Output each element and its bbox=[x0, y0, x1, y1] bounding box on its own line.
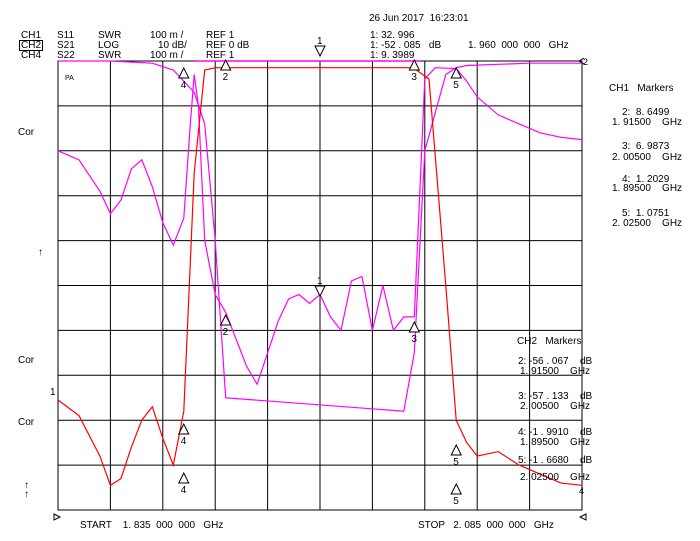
marker-triangle bbox=[450, 482, 463, 495]
active-marker-line2: 1: -52 . 085 dB bbox=[370, 40, 442, 51]
marker-label: 4 bbox=[181, 80, 187, 91]
marker-label: 1 bbox=[317, 36, 323, 47]
up-arrow-icon: ↑ bbox=[24, 489, 29, 500]
cor-label-2: Cor bbox=[18, 355, 35, 366]
channel-format: SWR bbox=[98, 30, 122, 41]
ch1-marker-4-freq: 1. 89500 GHz bbox=[612, 183, 683, 194]
marker-triangle bbox=[408, 320, 421, 333]
marker-triangle bbox=[450, 66, 463, 79]
start-reference-arrow bbox=[53, 513, 62, 521]
stop-reference-arrow bbox=[578, 513, 587, 521]
ch2-marker-3-freq: 2. 00500 GHz bbox=[520, 401, 591, 412]
trace-1 bbox=[57, 67, 583, 386]
channel-scale: 100 m / bbox=[150, 30, 184, 41]
ch1-marker-3-freq: 2. 00500 GHz bbox=[612, 152, 683, 163]
channel-scale: 100 m / bbox=[150, 50, 184, 61]
ch2-marker-2-freq: 1. 91500 GHz bbox=[520, 366, 591, 377]
active-marker-line3: 1: 9. 3989 bbox=[370, 50, 415, 61]
marker-triangle bbox=[177, 422, 190, 435]
marker-label: 5 bbox=[453, 457, 459, 468]
channel-label-active[interactable]: CH2 bbox=[19, 40, 44, 51]
ref-level-arrow bbox=[578, 57, 585, 65]
pa-label: PA bbox=[65, 75, 74, 82]
channel-param: S11 bbox=[57, 30, 75, 41]
channel-ref: REF 1 bbox=[206, 50, 235, 61]
start-frequency: START 1. 835 000 000 GHz bbox=[80, 520, 224, 531]
marker-triangle bbox=[314, 285, 326, 298]
marker-label: 2 bbox=[223, 72, 229, 83]
marker-label: 5 bbox=[453, 80, 459, 91]
ch1-marker-4-value: 4: 1. 2029 bbox=[622, 174, 670, 185]
marker-triangle bbox=[408, 58, 421, 71]
marker-label: 3 bbox=[411, 72, 417, 83]
marker-label: 2 bbox=[223, 327, 229, 338]
ch2-marker-2-unit: dB bbox=[580, 356, 593, 367]
ch2-marker-5-value: 5: -1 . 6680 bbox=[518, 455, 569, 466]
channel-label[interactable]: CH1 bbox=[21, 30, 42, 41]
channel-param: S21 bbox=[57, 40, 75, 51]
channel-scale: 10 dB/ bbox=[158, 40, 187, 51]
marker-label: 4 bbox=[181, 485, 187, 496]
channel-ref: REF 1 bbox=[206, 30, 235, 41]
ch2-marker-3-value: 3: -57 . 133 bbox=[518, 391, 569, 402]
stop-frequency: STOP 2. 085 000 000 GHz bbox=[418, 520, 554, 531]
marker-label: 5 bbox=[453, 496, 459, 507]
ch1-marker-2-freq: 1. 91500 GHz bbox=[612, 117, 683, 128]
channel-param: S22 bbox=[57, 50, 75, 61]
ch2-marker-3-unit: dB bbox=[580, 391, 593, 402]
cor-label-1: Cor bbox=[18, 127, 35, 138]
marker-triangle bbox=[177, 66, 190, 79]
channel-label[interactable]: CH4 bbox=[21, 50, 42, 61]
trace-3 bbox=[57, 67, 583, 487]
ch2-marker-4-unit: dB bbox=[580, 427, 593, 438]
active-marker-freq: 1. 960 000 000 GHz bbox=[468, 40, 569, 51]
active-marker-line1: 1: 32. 996 bbox=[370, 30, 415, 41]
ch1-marker-5-value: 5: 1. 0751 bbox=[622, 208, 670, 219]
marker-triangle bbox=[219, 58, 232, 71]
ch2-markers-title: CH2 Markers bbox=[517, 336, 582, 347]
marker-label: 1 bbox=[317, 276, 323, 287]
ch2-marker-4-value: 4: -1 . 9910 bbox=[518, 427, 569, 438]
ch2-marker-2-value: 2: -56 . 067 bbox=[518, 356, 569, 367]
ch2-marker-4-freq: 1. 89500 GHz bbox=[520, 437, 591, 448]
ch1-marker-2-value: 2: 8. 6499 bbox=[622, 107, 670, 118]
marker-triangle bbox=[177, 471, 190, 484]
marker-label: 4 bbox=[181, 436, 187, 447]
up-arrow-icon: ↑ bbox=[24, 480, 29, 491]
cor-label-3: Cor bbox=[18, 417, 35, 428]
ch1-marker-3-value: 3: 6. 9873 bbox=[622, 141, 670, 152]
marker-label: 3 bbox=[411, 334, 417, 345]
datetime: 26 Jun 2017 16:23:01 bbox=[369, 13, 469, 24]
trace-2 bbox=[58, 60, 582, 412]
ch4-ref-marker: 4 bbox=[579, 486, 584, 496]
marker-triangle bbox=[314, 45, 326, 58]
ch1-ref-marker: 2 bbox=[583, 57, 588, 67]
reference-level-label: 1 bbox=[50, 387, 56, 398]
ch2-marker-5-unit: dB bbox=[580, 455, 593, 466]
marker-triangle bbox=[450, 443, 463, 456]
channel-format: SWR bbox=[98, 50, 122, 61]
channel-ref: REF 0 dB bbox=[206, 40, 250, 51]
ch1-markers-title: CH1 Markers bbox=[609, 83, 674, 94]
marker-triangle bbox=[219, 313, 232, 326]
ch1-marker-5-freq: 2. 02500 GHz bbox=[612, 218, 683, 229]
channel-format: LOG bbox=[98, 40, 120, 51]
ch2-marker-5-freq: 2. 02500 GHz bbox=[520, 472, 591, 483]
up-arrow-icon: ↑ bbox=[38, 247, 43, 258]
